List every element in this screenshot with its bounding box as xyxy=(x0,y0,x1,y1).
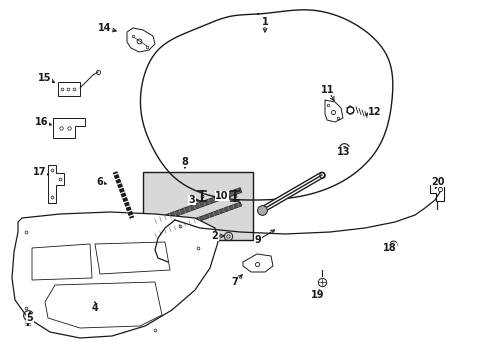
Text: 12: 12 xyxy=(367,107,381,117)
Text: 11: 11 xyxy=(321,85,334,95)
Text: 9: 9 xyxy=(254,235,261,245)
Text: 20: 20 xyxy=(430,177,444,187)
Text: 10: 10 xyxy=(215,191,228,201)
Text: 5: 5 xyxy=(26,313,33,323)
Polygon shape xyxy=(12,212,218,338)
Bar xyxy=(58,82,80,96)
Text: 18: 18 xyxy=(383,243,396,253)
Text: 16: 16 xyxy=(35,117,49,127)
Text: 1: 1 xyxy=(261,17,268,27)
Text: 7: 7 xyxy=(231,277,238,287)
Text: 14: 14 xyxy=(98,23,112,33)
Polygon shape xyxy=(152,188,242,224)
Text: 8: 8 xyxy=(181,157,188,167)
Text: 6: 6 xyxy=(97,177,103,187)
Bar xyxy=(142,172,252,240)
Text: 4: 4 xyxy=(91,303,98,313)
Text: 19: 19 xyxy=(311,290,324,300)
Polygon shape xyxy=(152,202,241,238)
Text: 2: 2 xyxy=(211,231,218,241)
Text: 17: 17 xyxy=(33,167,47,177)
Text: 13: 13 xyxy=(337,147,350,157)
Text: 15: 15 xyxy=(38,73,52,83)
Text: 3: 3 xyxy=(188,195,195,205)
